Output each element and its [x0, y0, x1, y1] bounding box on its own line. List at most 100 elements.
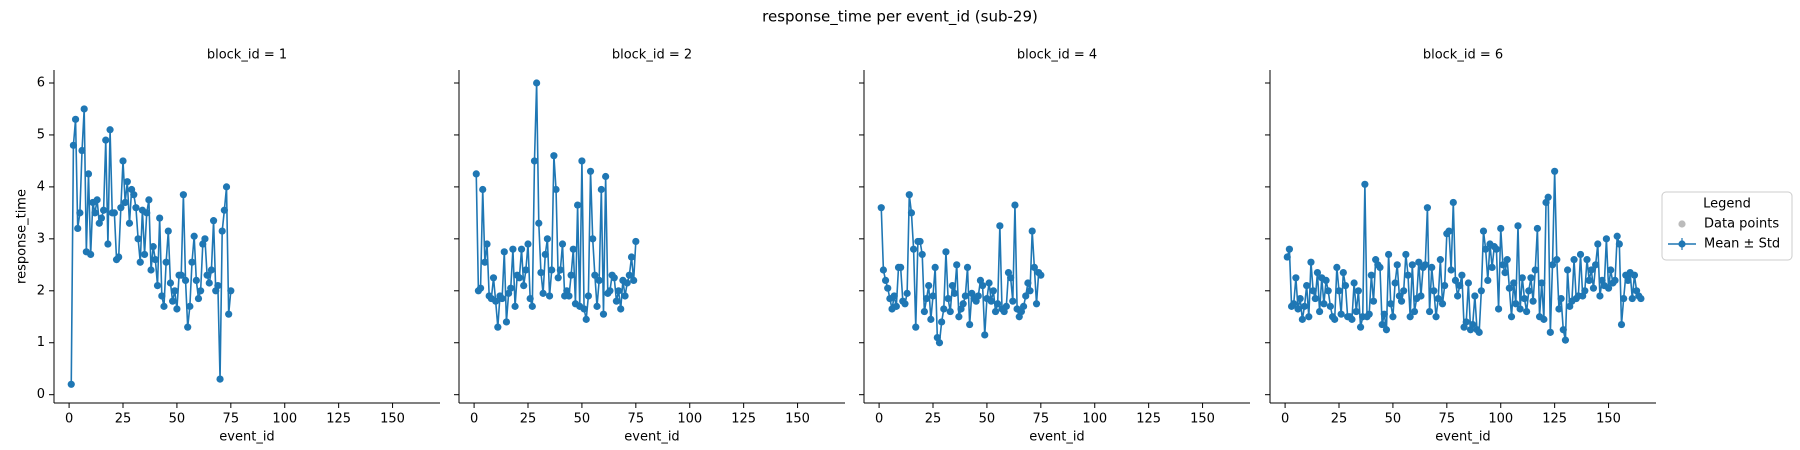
data-point	[1337, 310, 1345, 318]
data-point	[940, 305, 948, 313]
data-point	[472, 170, 480, 178]
data-point	[500, 248, 508, 256]
data-point	[1294, 305, 1302, 313]
data-point	[145, 196, 153, 204]
data-point	[1615, 240, 1623, 248]
data-point	[535, 219, 543, 227]
data-point	[1559, 326, 1567, 334]
data-point	[1432, 313, 1440, 321]
data-point	[218, 227, 226, 235]
data-point	[1469, 320, 1477, 329]
data-point	[1331, 315, 1339, 323]
data-point	[985, 279, 993, 287]
data-point	[916, 237, 924, 246]
data-point	[942, 248, 950, 256]
data-point	[201, 235, 209, 243]
data-point	[602, 172, 610, 181]
data-point	[569, 245, 577, 253]
data-point	[197, 287, 205, 295]
data-point	[1447, 266, 1455, 274]
data-point	[498, 294, 506, 303]
data-point	[164, 227, 172, 235]
data-point	[106, 126, 114, 134]
x-axis-label: event_id	[219, 430, 274, 445]
data-point	[481, 258, 489, 266]
data-point	[1404, 271, 1412, 279]
data-point	[1430, 287, 1438, 295]
data-point	[599, 310, 608, 318]
data-point	[1305, 313, 1313, 321]
data-point	[166, 279, 175, 287]
data-point	[147, 266, 155, 274]
data-point	[1417, 292, 1425, 300]
data-point	[901, 300, 909, 308]
data-point	[216, 375, 224, 383]
data-point	[1497, 224, 1505, 233]
data-point	[517, 245, 526, 253]
data-point	[119, 157, 127, 165]
data-point	[169, 297, 177, 305]
data-point	[171, 287, 179, 295]
data-point	[1391, 279, 1399, 287]
data-point	[1028, 227, 1036, 235]
data-point	[1512, 300, 1520, 308]
data-point	[78, 146, 86, 155]
data-point	[1320, 300, 1328, 308]
data-point	[1009, 297, 1017, 305]
legend-label: Mean ± Std	[1704, 237, 1780, 252]
data-point	[209, 217, 218, 225]
data-point	[1587, 266, 1595, 274]
data-point	[71, 115, 80, 123]
data-point	[515, 274, 523, 282]
data-point	[1376, 263, 1384, 272]
data-point	[91, 209, 99, 217]
data-point	[507, 284, 515, 292]
x-tick-label: 100	[677, 412, 702, 427]
data-point	[520, 281, 528, 290]
data-point	[84, 170, 93, 178]
data-point	[1428, 263, 1436, 272]
data-point	[1507, 313, 1516, 321]
data-point	[1607, 266, 1615, 274]
data-point	[545, 292, 554, 300]
data-point	[931, 263, 939, 272]
data-point	[623, 279, 631, 287]
data-point	[1604, 284, 1613, 292]
data-point	[578, 157, 586, 165]
data-point	[1484, 276, 1492, 284]
data-point	[614, 287, 623, 295]
data-point	[530, 157, 539, 165]
data-point	[1589, 284, 1598, 292]
x-axis-label: event_id	[1435, 430, 1490, 445]
data-point	[1436, 256, 1444, 264]
legend-title: Legend	[1703, 197, 1751, 212]
data-point	[1283, 253, 1291, 261]
data-point	[1421, 261, 1429, 269]
x-tick-label: 125	[326, 412, 351, 427]
data-point	[1410, 307, 1419, 316]
x-tick-label: 150	[1596, 412, 1621, 427]
data-point	[1594, 240, 1602, 248]
data-point	[1378, 320, 1386, 329]
data-point	[1592, 261, 1600, 269]
data-point	[1313, 269, 1322, 277]
data-point	[1311, 294, 1319, 303]
data-point	[1456, 281, 1464, 290]
y-tick-label: 5	[37, 127, 45, 142]
data-point	[93, 196, 101, 204]
x-tick-label: 0	[470, 412, 478, 427]
data-point	[1298, 315, 1306, 323]
data-point	[80, 105, 88, 113]
data-point	[597, 185, 605, 194]
data-point	[1019, 302, 1028, 310]
data-point	[1548, 261, 1557, 269]
x-tick-label: 100	[1488, 412, 1513, 427]
data-point	[1007, 274, 1015, 282]
data-point	[1576, 250, 1585, 259]
data-point	[1544, 193, 1552, 201]
data-point	[121, 198, 129, 207]
data-point	[102, 136, 110, 144]
data-point	[1408, 261, 1416, 269]
data-point	[203, 271, 211, 279]
